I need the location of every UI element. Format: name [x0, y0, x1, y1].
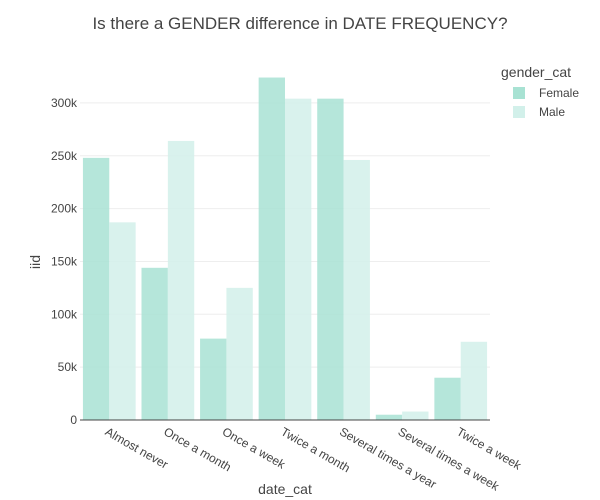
bar-female-several-times-a-year[interactable]: [317, 98, 344, 420]
bar-female-once-a-week[interactable]: [200, 338, 227, 420]
bar-male-twice-a-month[interactable]: [285, 98, 312, 420]
bar-male-several-times-a-year[interactable]: [343, 159, 370, 420]
y-axis-title: iid: [27, 255, 43, 269]
y-tick-label: 0: [70, 413, 77, 427]
bar-female-almost-never[interactable]: [82, 157, 110, 420]
bar-male-once-a-month[interactable]: [167, 140, 195, 420]
legend[interactable]: gender_cat Female Male: [501, 64, 579, 119]
x-axis-title: date_cat: [258, 481, 312, 497]
legend-label: Female: [539, 86, 579, 100]
bar-female-several-times-a-week[interactable]: [375, 414, 403, 420]
y-tick-label: 300k: [51, 96, 78, 110]
bar-female-once-a-month[interactable]: [141, 267, 168, 420]
y-tick-label: 250k: [51, 149, 78, 163]
y-tick-labels: 0 50k 100k 150k 200k 250k 300k: [51, 96, 78, 427]
legend-item-male[interactable]: Male: [513, 105, 565, 119]
y-tick-label: 100k: [51, 307, 78, 321]
legend-label: Male: [539, 105, 565, 119]
bar-male-almost-never[interactable]: [109, 222, 136, 420]
bar-female-twice-a-week[interactable]: [434, 377, 461, 420]
bar-male-several-times-a-week[interactable]: [402, 411, 429, 420]
chart-title: Is there a GENDER difference in DATE FRE…: [92, 14, 507, 33]
legend-title: gender_cat: [501, 64, 571, 80]
bar-female-twice-a-month[interactable]: [258, 77, 285, 421]
x-tick-label: Almost never: [103, 424, 171, 471]
legend-swatch-male: [513, 106, 525, 118]
bar-male-twice-a-week[interactable]: [460, 341, 488, 420]
x-tick-label: Several times a year: [337, 424, 439, 491]
bars: [82, 77, 488, 421]
x-tick-label: Several times a week: [396, 424, 503, 494]
bar-male-once-a-week[interactable]: [226, 287, 253, 420]
y-tick-label: 50k: [58, 360, 78, 374]
legend-item-female[interactable]: Female: [513, 86, 579, 100]
legend-swatch-female: [513, 87, 525, 99]
y-tick-label: 150k: [51, 254, 78, 268]
y-tick-label: 200k: [51, 202, 78, 216]
